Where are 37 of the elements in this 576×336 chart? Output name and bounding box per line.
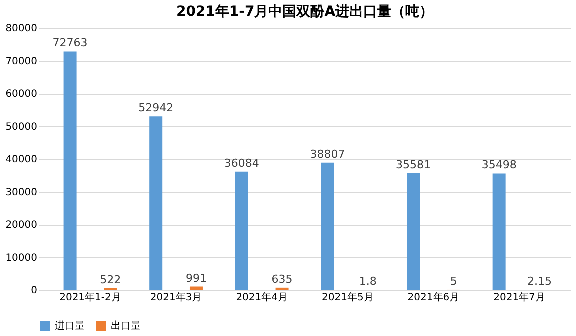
y-tick-label: 0 bbox=[31, 286, 38, 296]
data-label: 1.8 bbox=[359, 274, 377, 288]
data-label: 52942 bbox=[138, 102, 174, 115]
bar bbox=[190, 286, 203, 290]
x-tick-label: 2021年3月 bbox=[150, 292, 202, 304]
data-label: 38807 bbox=[310, 148, 346, 161]
data-label: 35498 bbox=[482, 158, 517, 172]
y-tick-label: 40000 bbox=[6, 154, 38, 166]
y-tick-label: 10000 bbox=[6, 252, 38, 264]
x-tick-label: 2021年5月 bbox=[322, 292, 374, 304]
data-label: 522 bbox=[100, 273, 122, 286]
bar bbox=[407, 173, 420, 290]
data-label: 635 bbox=[272, 272, 293, 286]
y-tick-label: 70000 bbox=[6, 56, 38, 68]
bar bbox=[321, 162, 334, 290]
x-tick-label: 2021年7月 bbox=[494, 292, 546, 304]
data-label: 36084 bbox=[224, 156, 260, 170]
legend-label: 出口量 bbox=[111, 320, 141, 332]
data-label: 35581 bbox=[396, 158, 432, 172]
bar bbox=[235, 172, 248, 290]
bar bbox=[150, 116, 163, 290]
x-tick-label: 2021年6月 bbox=[408, 292, 460, 304]
x-tick-label: 2021年4月 bbox=[236, 292, 288, 304]
y-tick-label: 60000 bbox=[6, 89, 38, 100]
data-label: 72763 bbox=[52, 36, 88, 50]
y-tick-label: 30000 bbox=[6, 187, 38, 198]
y-tick-label: 50000 bbox=[6, 122, 38, 133]
y-tick-label: 20000 bbox=[6, 220, 38, 231]
chart-title: 2021年1-7月中国双酚A进出口量（吨） bbox=[176, 4, 434, 20]
data-label: 991 bbox=[186, 272, 207, 285]
data-label: 2.15 bbox=[527, 274, 552, 288]
y-tick-label: 80000 bbox=[6, 24, 38, 34]
legend-label: 进口量 bbox=[55, 320, 85, 332]
bar bbox=[492, 174, 506, 290]
data-label: 5 bbox=[450, 274, 458, 288]
bar bbox=[64, 52, 77, 290]
x-tick-label: 2021年1-2月 bbox=[60, 292, 122, 304]
